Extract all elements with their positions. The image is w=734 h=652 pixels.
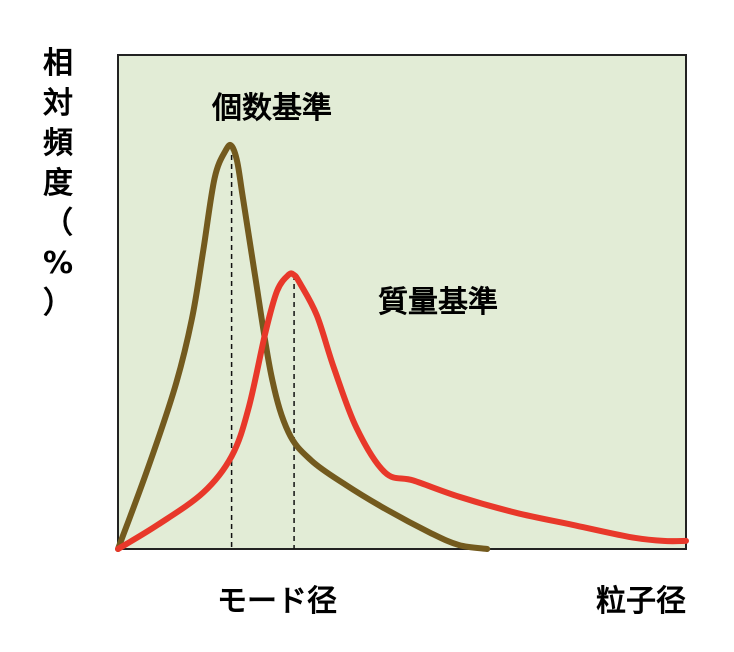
mode-lines [230,146,295,549]
y-axis-label-char: （ [43,206,73,241]
series-lines [115,141,689,552]
y-axis-label: 相 対 頻 度 （ % ） [40,44,76,324]
plot-area [117,54,687,550]
y-axis-label-char: ） [43,286,73,321]
x-annotation-particle-size: 粒子径 [596,584,686,619]
y-axis-label-char: 度 [43,166,73,201]
series-label-count: 個数基準 [211,91,332,126]
y-axis-label-char: % [42,246,74,281]
y-axis-label-char: 対 [43,86,73,121]
series-label-mass: 質量基準 [378,285,498,320]
series-line-mass [115,270,689,552]
y-axis-label-char: 頻 [43,126,73,161]
y-axis-label-char: 相 [43,46,73,81]
x-annotation-mode: モード径 [217,584,337,619]
series-line-count [115,141,491,552]
